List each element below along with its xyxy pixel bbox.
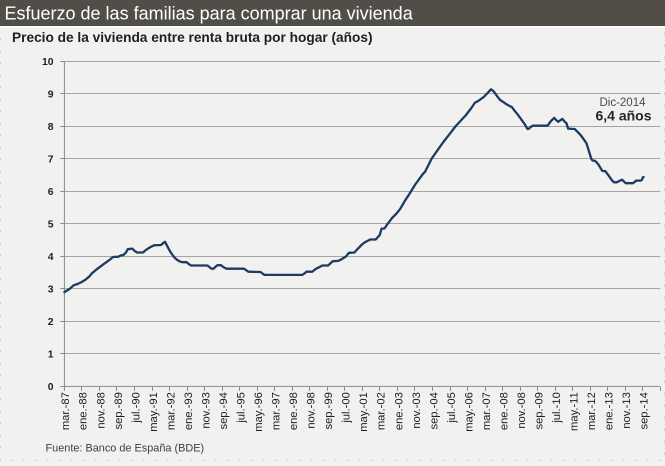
svg-text:ene.-93: ene.-93 [183,392,195,430]
svg-text:sep.-94: sep.-94 [218,392,230,429]
svg-text:Dic-2014: Dic-2014 [599,97,646,109]
svg-text:4: 4 [48,252,54,263]
svg-text:sep.-89: sep.-89 [113,392,125,429]
svg-text:7: 7 [48,154,54,165]
svg-text:ene.-88: ene.-88 [78,392,90,430]
svg-text:jul.-00: jul.-00 [341,392,353,423]
svg-text:Fuente: Banco de España (BDE): Fuente: Banco de España (BDE) [46,443,205,455]
svg-text:jul.-95: jul.-95 [235,392,247,423]
svg-text:nov.-88: nov.-88 [95,392,107,428]
svg-text:2: 2 [48,317,54,328]
svg-text:mar.-07: mar.-07 [481,392,493,430]
svg-text:jul.-90: jul.-90 [130,392,142,423]
svg-text:mar.-92: mar.-92 [165,392,177,430]
svg-text:3: 3 [48,284,54,295]
svg-text:may.-01: may.-01 [358,392,370,432]
svg-text:jul.-10: jul.-10 [551,392,563,423]
svg-text:sep.-14: sep.-14 [639,392,651,429]
svg-text:may.-11: may.-11 [569,392,581,431]
svg-text:6,4 años: 6,4 años [595,108,651,124]
svg-text:10: 10 [42,57,54,68]
svg-text:ene.-13: ene.-13 [604,392,616,430]
svg-text:sep.-04: sep.-04 [428,392,440,429]
svg-text:nov.-13: nov.-13 [621,392,633,428]
svg-text:0: 0 [48,382,54,393]
svg-text:ene.-08: ene.-08 [498,392,510,430]
svg-text:1: 1 [48,350,54,361]
svg-text:6: 6 [48,187,54,198]
svg-text:nov.-03: nov.-03 [411,392,423,428]
svg-text:mar.-02: mar.-02 [376,392,388,430]
svg-text:ene.-98: ene.-98 [288,392,300,430]
svg-text:9: 9 [48,89,54,100]
svg-text:mar.-97: mar.-97 [271,392,283,430]
svg-text:Precio de la vivienda entre re: Precio de la vivienda entre renta bruta … [12,30,373,45]
svg-text:mar.-12: mar.-12 [586,392,598,430]
svg-text:nov.-98: nov.-98 [306,392,318,428]
svg-text:may.-91: may.-91 [148,392,160,432]
svg-text:Esfuerzo de las familias para: Esfuerzo de las familias para comprar un… [5,4,414,24]
svg-text:sep.-99: sep.-99 [323,392,335,429]
svg-text:8: 8 [48,122,54,133]
svg-text:nov.-93: nov.-93 [200,392,212,428]
svg-text:may.-96: may.-96 [253,392,265,432]
svg-text:mar.-87: mar.-87 [60,392,72,430]
svg-text:5: 5 [48,219,54,230]
svg-text:nov.-08: nov.-08 [516,392,528,428]
svg-text:may.-06: may.-06 [463,392,475,432]
svg-text:ene.-03: ene.-03 [393,392,405,430]
svg-text:sep.-09: sep.-09 [533,392,545,429]
svg-text:jul.-05: jul.-05 [446,392,458,423]
